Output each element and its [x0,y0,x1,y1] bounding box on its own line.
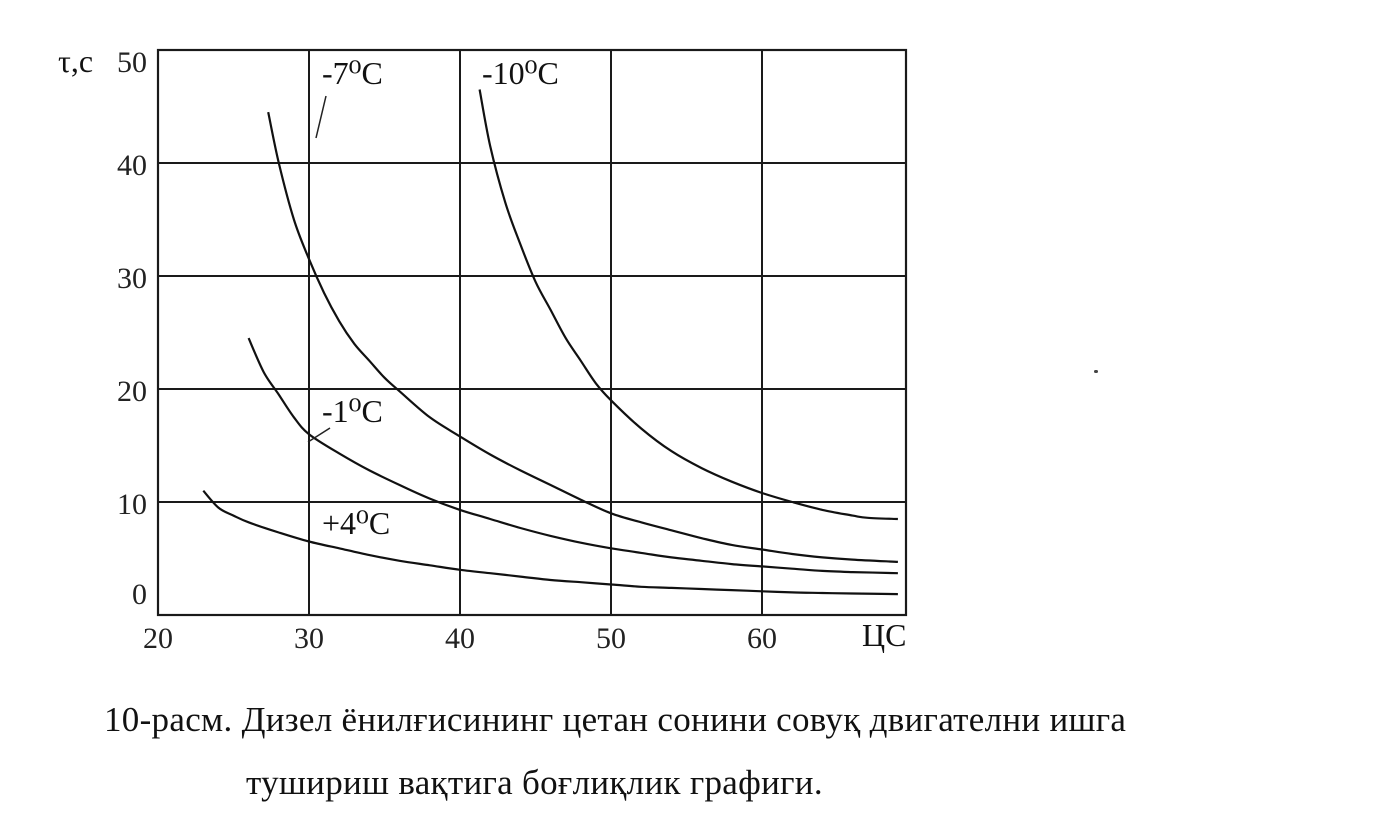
y-tick-label: 40 [117,149,147,182]
x-tick-label: 60 [747,622,777,655]
series-label-minus10: -10⁰С [482,55,559,91]
curve-plus4 [202,489,898,596]
y-tick-label: 50 [117,46,147,79]
leader-minus7 [315,95,327,139]
curve-minus10 [478,89,898,521]
y-axis-label: τ,с [58,43,93,79]
curves [202,89,898,596]
curve-minus1 [247,337,898,575]
x-tick-label: 40 [445,622,475,655]
y-tick-label: 10 [117,488,147,521]
x-tick-label: 20 [143,622,173,655]
y-tick-label: 0 [132,578,147,611]
series-label-plus4: +4⁰С [322,505,390,541]
grid [156,48,908,617]
series-label-minus1: -1⁰С [322,393,383,429]
leader-minus1 [307,427,331,443]
plot-frame [156,48,908,617]
series-label-minus7: -7⁰С [322,55,383,91]
x-tick-label: 50 [596,622,626,655]
y-tick-label: 20 [117,375,147,408]
figure-caption-line-2: тушириш вақтига боғлиқлик графиги. [246,763,823,802]
curve-minus7 [267,111,898,563]
scan-speck [1094,370,1098,373]
x-tick-label: 30 [294,622,324,655]
tick-labels: 20 30 40 50 60 0 10 20 30 40 50 [117,46,777,655]
x-axis-label: ЦС [862,617,906,653]
y-tick-label: 30 [117,262,147,295]
figure-caption-line-1: 10-расм. Дизел ёнилғисининг цетан сонини… [104,700,1127,739]
